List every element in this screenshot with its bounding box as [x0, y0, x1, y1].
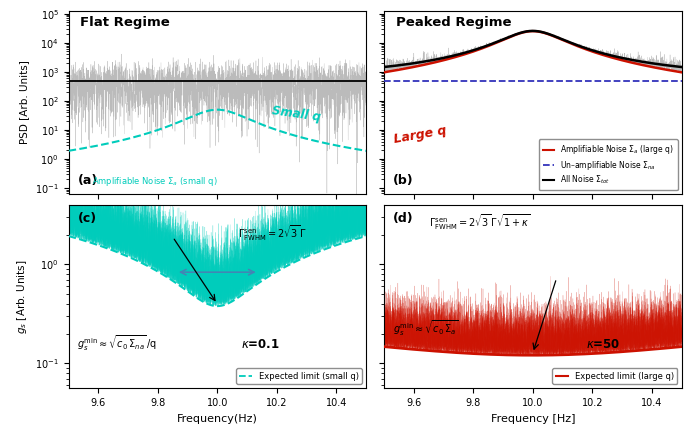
Text: $\kappa$=50: $\kappa$=50	[586, 338, 621, 351]
Text: $\Gamma_{\rm FWHM}^{\rm sen}=2\sqrt{3}\,\Gamma$: $\Gamma_{\rm FWHM}^{\rm sen}=2\sqrt{3}\,…	[238, 224, 308, 243]
Text: Peaked Regime: Peaked Regime	[396, 16, 512, 29]
Legend: Expected limit (small q): Expected limit (small q)	[236, 369, 362, 384]
Legend: Amplifiable Noise $\Sigma_a$ (large q), Un–amplifiable Noise $\Sigma_{na}$, All : Amplifiable Noise $\Sigma_a$ (large q), …	[539, 139, 677, 190]
Text: Amplifiable Noise $\Sigma_a$ (small q): Amplifiable Noise $\Sigma_a$ (small q)	[92, 175, 218, 188]
Text: $\Gamma_{\rm FWHM}^{\rm sen}=2\sqrt{3}\,\Gamma\sqrt{1+\kappa}$: $\Gamma_{\rm FWHM}^{\rm sen}=2\sqrt{3}\,…	[429, 212, 530, 232]
Text: $g_s^{\rm min}\approx\sqrt{c_0\,\Sigma_{na}}\,/{\rm q}$: $g_s^{\rm min}\approx\sqrt{c_0\,\Sigma_{…	[77, 333, 158, 353]
Y-axis label: PSD [Arb. Units]: PSD [Arb. Units]	[19, 60, 29, 144]
Text: Small q: Small q	[271, 104, 321, 124]
Text: (b): (b)	[393, 174, 414, 187]
Y-axis label: $g_s$ [Arb. Units]: $g_s$ [Arb. Units]	[15, 260, 29, 334]
Text: (a): (a)	[77, 174, 98, 187]
Text: $\kappa$=0.1: $\kappa$=0.1	[241, 338, 280, 351]
Text: $g_s^{\rm min}\approx\sqrt{c_0\,\Sigma_a}$: $g_s^{\rm min}\approx\sqrt{c_0\,\Sigma_a…	[393, 318, 458, 338]
X-axis label: Frequency(Hz): Frequency(Hz)	[177, 414, 258, 423]
Text: (c): (c)	[77, 212, 97, 225]
Text: Flat Regime: Flat Regime	[80, 16, 170, 29]
X-axis label: Frequency [Hz]: Frequency [Hz]	[490, 414, 575, 423]
Text: Large q: Large q	[393, 124, 448, 146]
Text: (d): (d)	[393, 212, 414, 225]
Legend: Expected limit (large q): Expected limit (large q)	[552, 369, 677, 384]
